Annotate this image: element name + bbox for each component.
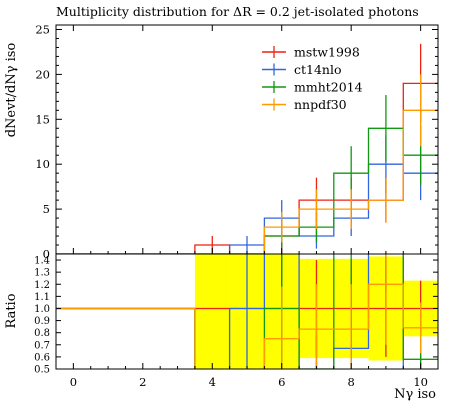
y-tick-label: 15 (35, 112, 50, 126)
series-line-mmht2014 (56, 127, 438, 254)
y-tick-label: 25 (35, 22, 50, 36)
x-tick-label: 10 (413, 375, 428, 389)
ratio-y-tick-label: 1.3 (34, 268, 50, 279)
ratio-y-tick-label: 0.6 (34, 352, 50, 363)
ratio-y-tick-label: 1.0 (34, 304, 50, 315)
ratio-y-tick-label: 1.4 (34, 256, 50, 267)
ratio-y-tick-label: 1.1 (34, 292, 50, 303)
y-tick-label: 10 (35, 157, 50, 171)
y-tick-label: 0 (43, 247, 50, 261)
x-axis-label: Nγ iso (394, 387, 436, 402)
legend-label-mstw1998: mstw1998 (294, 45, 360, 60)
ratio-y-tick-label: 0.9 (34, 316, 50, 327)
y-axis-label: dNevt/dNγ iso (4, 43, 19, 138)
series-line-mstw1998 (56, 82, 438, 254)
main-plot-frame (55, 24, 439, 255)
ratio-y-tick-label: 1.2 (34, 280, 50, 291)
x-tick-label: 8 (348, 375, 355, 389)
ratio-y-tick-label: 0.7 (34, 340, 50, 351)
ratio-y-tick-label: 0.5 (34, 365, 50, 376)
ratio-band-bin (194, 254, 230, 369)
ratio-series-line-3 (56, 283, 438, 369)
ratio-y-axis-label: Ratio (4, 293, 19, 328)
x-tick-label: 2 (139, 375, 146, 389)
y-tick-label: 20 (35, 67, 50, 81)
ratio-y-tick-label: 0.8 (34, 328, 50, 339)
x-tick-label: 0 (70, 375, 77, 389)
legend-label-mmht2014: mmht2014 (294, 80, 363, 95)
x-tick-label: 4 (209, 375, 216, 389)
x-tick-label: 6 (278, 375, 285, 389)
legend-label-nnpdf30: nnpdf30 (294, 97, 347, 112)
legend-label-ct14nlo: ct14nlo (294, 62, 342, 77)
chart-title: Multiplicity distribution for ΔR = 0.2 j… (56, 4, 419, 19)
series-line-nnpdf30 (56, 109, 438, 254)
y-tick-label: 5 (43, 202, 50, 216)
